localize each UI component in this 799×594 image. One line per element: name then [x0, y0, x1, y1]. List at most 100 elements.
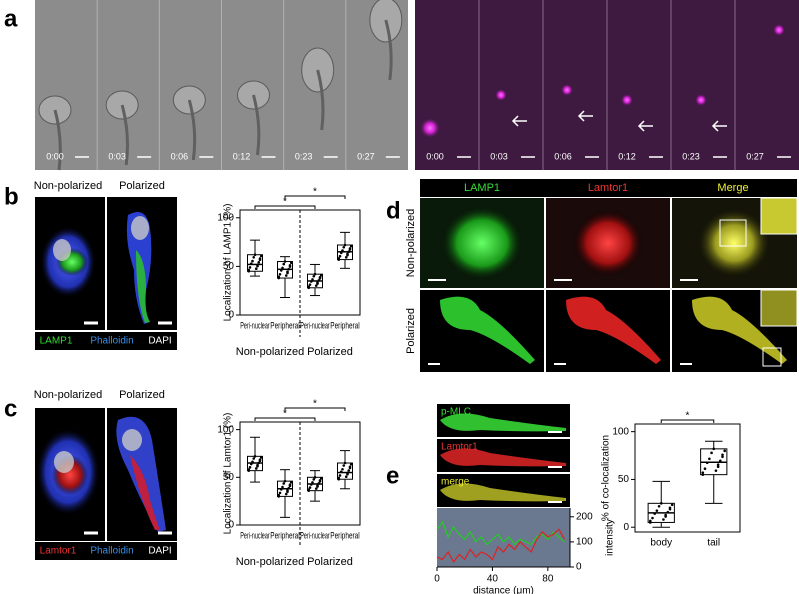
- time-label: 0:12: [233, 151, 251, 161]
- jitter-dot: [314, 284, 318, 287]
- jitter-dot: [308, 486, 312, 489]
- jitter-dot: [349, 244, 353, 248]
- time-label: 0:27: [357, 151, 375, 161]
- jitter-dot: [311, 481, 314, 484]
- jitter-dot: [347, 250, 351, 254]
- intensity-line: [436, 528, 565, 564]
- jitter-dot: [309, 483, 313, 486]
- lysosome: [773, 24, 785, 36]
- jitter-dot: [281, 485, 284, 489]
- jitter-dot: [286, 270, 289, 273]
- image-label: merge: [441, 477, 470, 488]
- x-tick-label: Peripheral: [330, 530, 359, 540]
- time-label: 0:12: [618, 151, 636, 161]
- y-axis-label: Localization of Lamtor1 (%): [223, 413, 234, 535]
- cell: [440, 413, 566, 432]
- jitter-dot: [254, 467, 258, 470]
- y-axis-label: intensity: [605, 519, 616, 556]
- panel-label: d: [386, 197, 401, 224]
- jitter-dot: [659, 502, 663, 505]
- jitter-dot: [319, 477, 323, 480]
- jitter-dot: [344, 256, 348, 259]
- y-tick-label: 50: [223, 472, 235, 483]
- jitter-dot: [344, 475, 348, 479]
- jitter-dot: [337, 476, 341, 480]
- jitter-dot: [279, 269, 283, 272]
- jitter-dot: [649, 519, 652, 523]
- jitter-dot: [247, 468, 251, 471]
- jitter-dot: [338, 254, 342, 258]
- significance-bracket: [254, 205, 316, 209]
- cell-tail: [120, 104, 129, 166]
- jitter-dot: [348, 247, 352, 250]
- x-tick-label: 40: [487, 574, 499, 585]
- jitter-dot: [251, 259, 254, 263]
- stain-label: DAPI: [148, 336, 171, 347]
- column-title: Lamtor1: [588, 182, 628, 194]
- jitter-dot: [342, 464, 346, 467]
- jitter-dot: [710, 451, 713, 455]
- column-title: Merge: [717, 182, 748, 194]
- nucleus: [131, 216, 149, 240]
- jitter-dot: [712, 447, 716, 451]
- image-d: LAMP1 Lamtor1 Merge Non-polarized Polari…: [405, 179, 798, 372]
- significance-bracket: [254, 417, 316, 421]
- jitter-dot: [258, 257, 262, 260]
- jitter-dot: [259, 456, 263, 459]
- nucleus: [122, 429, 142, 451]
- jitter-dot: [284, 492, 288, 496]
- column-title: Polarized: [119, 180, 165, 192]
- jitter-dot: [347, 469, 351, 472]
- jitter-dot: [257, 261, 261, 264]
- jitter-dot: [258, 458, 262, 461]
- cell: [440, 205, 524, 281]
- cell-tail: [384, 19, 393, 81]
- significance-mark: *: [283, 409, 287, 420]
- x-tick-label: Peripheral: [270, 320, 299, 330]
- group-label: Polarized: [307, 346, 353, 358]
- cell: [692, 296, 787, 364]
- jitter-dot: [705, 461, 709, 465]
- significance-bracket: [284, 407, 346, 411]
- jitter-dot: [312, 274, 316, 278]
- jitter-dot: [703, 467, 707, 470]
- cell-tail: [187, 99, 197, 161]
- jitter-dot: [248, 266, 252, 269]
- jitter-dot: [716, 463, 720, 467]
- stain-strip: [35, 542, 177, 560]
- significance-mark: *: [283, 197, 287, 208]
- x-tick-label: Peri-nuclear: [240, 530, 269, 540]
- significance-mark: *: [313, 187, 317, 198]
- jitter-dot: [278, 272, 282, 276]
- x-tick-label: tail: [707, 538, 720, 549]
- arrow: [637, 120, 653, 132]
- stain-strip: [35, 332, 177, 350]
- row-title: Polarized: [405, 308, 417, 354]
- y-axis-label: Localization of LAMP1 (%): [223, 204, 234, 322]
- jitter-dot: [247, 268, 251, 272]
- panel-label: e: [386, 462, 399, 489]
- jitter-dot: [719, 459, 722, 463]
- arrow: [711, 120, 727, 132]
- jitter-dot: [277, 275, 281, 279]
- jitter-dot: [341, 467, 344, 471]
- image-b: Non-polarized Polarized LAMP1 Phalloidin…: [34, 180, 177, 350]
- jitter-dot: [319, 273, 323, 277]
- cell: [105, 90, 139, 120]
- jitter-dot: [666, 510, 670, 514]
- y-tick-label: 100: [576, 537, 593, 548]
- jitter-dot: [662, 518, 665, 521]
- y-tick-label: 100: [217, 424, 234, 435]
- panel-label: b: [4, 183, 19, 210]
- jitter-dot: [316, 484, 319, 487]
- jitter-dot: [655, 509, 659, 512]
- jitter-dot: [668, 506, 672, 510]
- jitter-dot: [248, 466, 252, 469]
- jitter-dot: [282, 482, 286, 485]
- jitter-dot: [341, 249, 344, 252]
- jitter-dot: [314, 487, 318, 490]
- jitter-dot: [307, 488, 311, 491]
- jitter-dot: [251, 460, 254, 464]
- lysosome: [420, 118, 440, 138]
- cell-tail: [252, 94, 261, 156]
